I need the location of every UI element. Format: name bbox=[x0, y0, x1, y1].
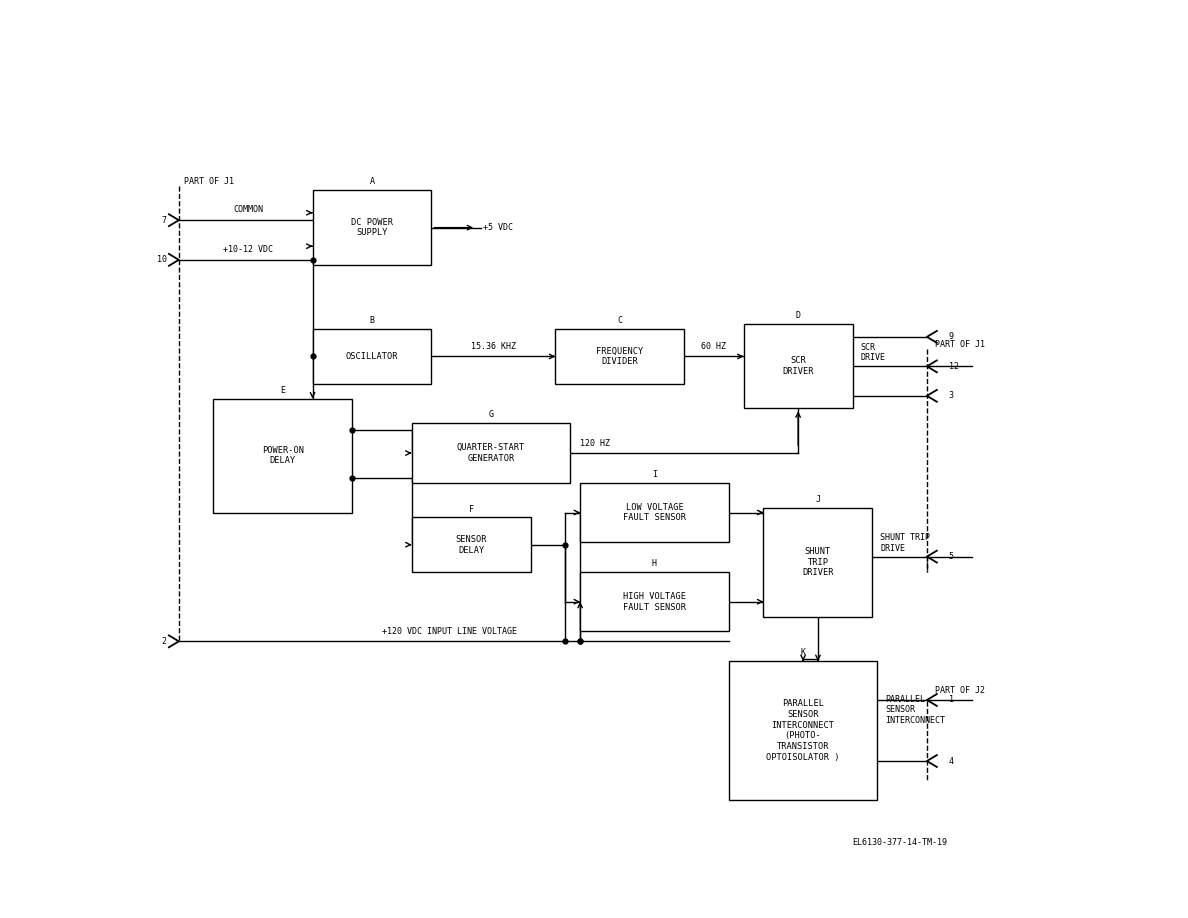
Text: 3: 3 bbox=[949, 391, 954, 400]
Text: PARALLEL
SENSOR
INTERCONNECT: PARALLEL SENSOR INTERCONNECT bbox=[885, 695, 946, 724]
Bar bbox=[214, 398, 352, 512]
Text: 60 HZ: 60 HZ bbox=[701, 342, 726, 352]
Bar bbox=[412, 423, 570, 483]
Bar bbox=[312, 330, 431, 384]
Bar bbox=[412, 518, 531, 572]
Bar bbox=[312, 190, 431, 264]
Text: 4: 4 bbox=[949, 756, 954, 766]
Text: 5: 5 bbox=[949, 552, 954, 561]
Text: C: C bbox=[618, 316, 623, 325]
Bar bbox=[580, 572, 728, 632]
Text: FREQUENCY
DIVIDER: FREQUENCY DIVIDER bbox=[596, 347, 644, 366]
Text: PARALLEL
SENSOR
INTERCONNECT
(PHOTO-
TRANSISTOR
OPTOISOLATOR ): PARALLEL SENSOR INTERCONNECT (PHOTO- TRA… bbox=[766, 700, 840, 762]
Text: PART OF J1: PART OF J1 bbox=[935, 340, 985, 349]
Text: A: A bbox=[369, 177, 374, 186]
Bar bbox=[744, 324, 853, 409]
Text: +5 VDC: +5 VDC bbox=[484, 223, 513, 232]
Text: PART OF J1: PART OF J1 bbox=[184, 176, 234, 185]
Text: COMMON: COMMON bbox=[233, 206, 264, 214]
Text: I: I bbox=[652, 470, 657, 479]
Bar bbox=[555, 330, 684, 384]
Text: G: G bbox=[488, 410, 493, 420]
Text: 12: 12 bbox=[949, 362, 959, 371]
Text: +10-12 VDC: +10-12 VDC bbox=[223, 245, 273, 254]
Text: D: D bbox=[796, 311, 801, 320]
Text: 7: 7 bbox=[162, 216, 166, 225]
Text: 10: 10 bbox=[157, 255, 166, 264]
Text: LOW VOLTAGE
FAULT SENSOR: LOW VOLTAGE FAULT SENSOR bbox=[623, 503, 685, 522]
Text: F: F bbox=[468, 505, 474, 513]
Text: 120 HZ: 120 HZ bbox=[580, 439, 611, 448]
Text: QUARTER-START
GENERATOR: QUARTER-START GENERATOR bbox=[457, 443, 525, 463]
Bar bbox=[764, 508, 872, 617]
Text: 2: 2 bbox=[162, 637, 166, 646]
Text: 15.36 KHZ: 15.36 KHZ bbox=[470, 342, 516, 352]
Text: H: H bbox=[652, 559, 657, 568]
Text: PART OF J2: PART OF J2 bbox=[935, 686, 985, 695]
Text: 1: 1 bbox=[949, 696, 954, 704]
Bar bbox=[728, 661, 878, 800]
Text: +120 VDC INPUT LINE VOLTAGE: +120 VDC INPUT LINE VOLTAGE bbox=[383, 627, 517, 636]
Bar bbox=[580, 483, 728, 543]
Text: K: K bbox=[801, 648, 805, 657]
Text: E: E bbox=[280, 386, 285, 395]
Text: SHUNT
TRIP
DRIVER: SHUNT TRIP DRIVER bbox=[802, 547, 834, 577]
Text: EL6130-377-14-TM-19: EL6130-377-14-TM-19 bbox=[853, 838, 948, 847]
Text: B: B bbox=[369, 316, 374, 325]
Text: SENSOR
DELAY: SENSOR DELAY bbox=[455, 535, 487, 554]
Text: J: J bbox=[815, 495, 821, 504]
Text: HIGH VOLTAGE
FAULT SENSOR: HIGH VOLTAGE FAULT SENSOR bbox=[623, 592, 685, 611]
Text: DC POWER
SUPPLY: DC POWER SUPPLY bbox=[350, 218, 393, 238]
Text: POWER-ON
DELAY: POWER-ON DELAY bbox=[261, 445, 304, 465]
Text: SCR
DRIVE: SCR DRIVE bbox=[860, 343, 885, 363]
Text: 9: 9 bbox=[949, 332, 954, 341]
Text: SHUNT TRIP
DRIVE: SHUNT TRIP DRIVE bbox=[880, 533, 930, 553]
Text: SCR
DRIVER: SCR DRIVER bbox=[783, 356, 814, 376]
Text: OSCILLATOR: OSCILLATOR bbox=[346, 352, 398, 361]
